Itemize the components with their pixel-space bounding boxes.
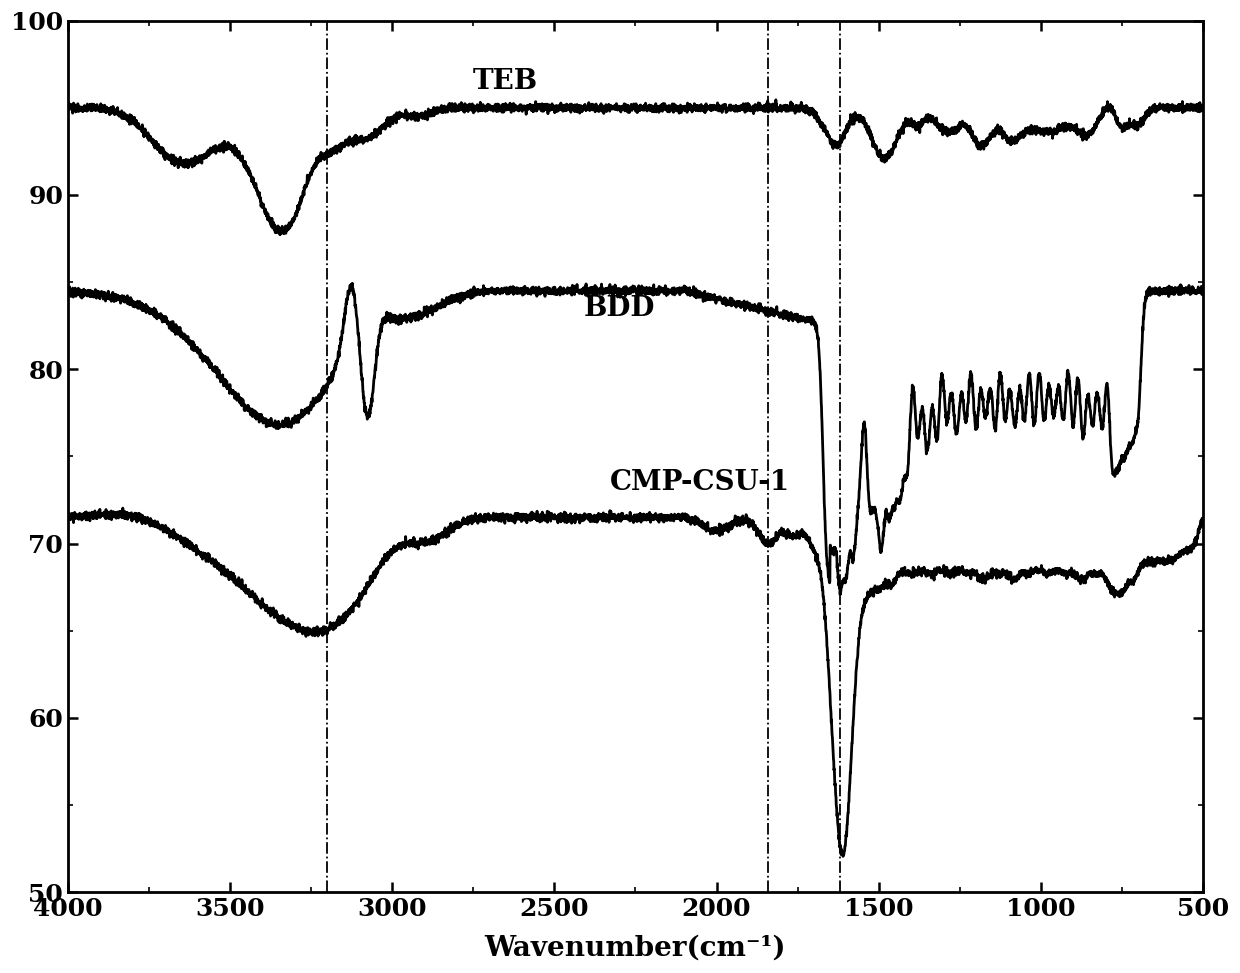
Text: BDD: BDD: [584, 295, 655, 322]
Text: CMP-CSU-1: CMP-CSU-1: [610, 469, 790, 496]
X-axis label: Wavenumber(cm⁻¹): Wavenumber(cm⁻¹): [485, 935, 786, 962]
Text: TEB: TEB: [474, 68, 538, 95]
